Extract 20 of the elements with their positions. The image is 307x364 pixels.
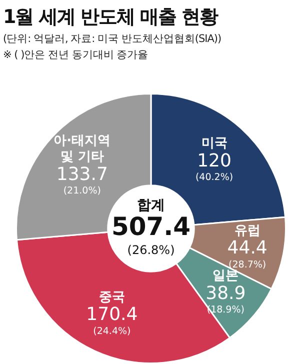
data-label: 120: [197, 150, 232, 172]
slice-label: 일본: [212, 268, 239, 284]
slice-label: 아·태지역 및 기타: [54, 134, 111, 165]
chart-title: 1월 세계 반도체 매출 현황: [3, 5, 220, 30]
text: (24.4%): [93, 326, 131, 337]
data-label: 133.7: [56, 164, 108, 185]
text: (28.7%): [228, 260, 266, 271]
data-label: 38.9: [206, 282, 246, 304]
data-label: 170.4: [86, 304, 138, 326]
slice-label: 중국: [98, 290, 125, 305]
text: ※ ( )안은 전년 동기대비 증가율: [3, 48, 150, 62]
text: (40.2%): [195, 172, 234, 184]
text: 합계: [137, 198, 165, 214]
text: (21.0%): [63, 186, 101, 197]
slice-label: 유럽: [234, 223, 260, 238]
text: 507.4: [111, 212, 191, 241]
chart-subtitle: (단위: 억달러, 자료: 미국 반도체산업협회(SIA)): [3, 32, 222, 46]
slice-label: 미국: [201, 136, 228, 152]
text: (26.8%): [127, 243, 175, 258]
data-label: 44.4: [227, 238, 268, 259]
